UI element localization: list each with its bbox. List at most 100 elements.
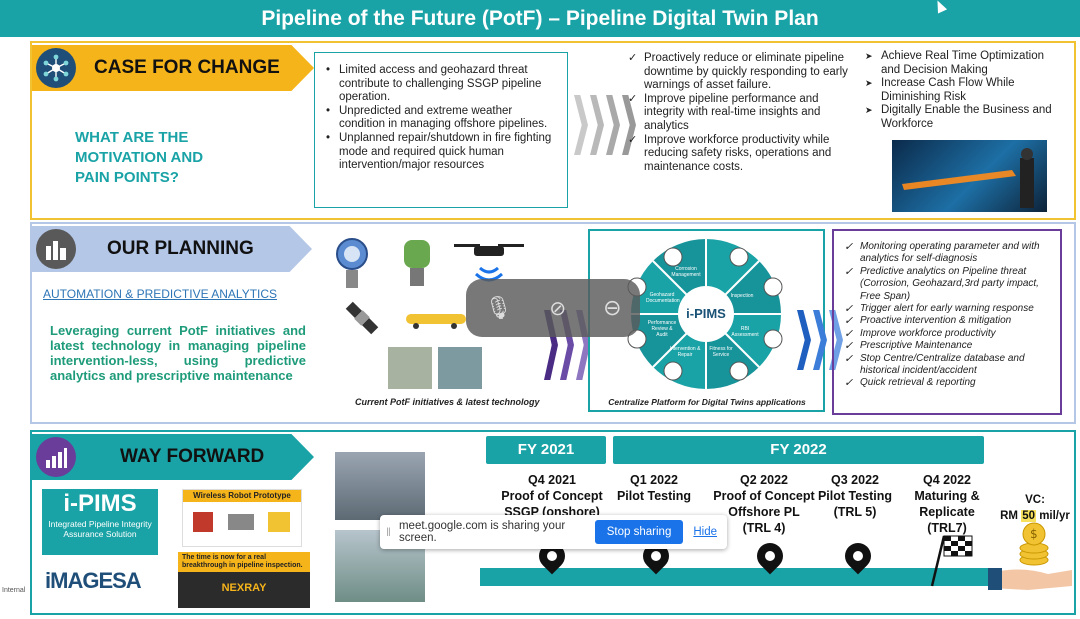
- feature: Trigger alert for early warning response: [844, 303, 1054, 316]
- outcome: Increase Cash Flow While Diminishing Ris…: [865, 77, 1065, 104]
- case-for-change-header: CASE FOR CHANGE: [32, 45, 314, 91]
- ipims-segment-label: RBI Assessment: [731, 326, 759, 338]
- milestone-line: Offshore PL: [728, 505, 800, 519]
- planning-description: Leveraging current PotF initiatives and …: [50, 323, 306, 383]
- motivation-line: PAIN POINTS?: [75, 169, 179, 186]
- breakthrough-text: The time is now for a real breakthrough …: [178, 552, 310, 572]
- pipe-photo: [438, 347, 482, 389]
- milestone-quarter: Q3 2022: [831, 473, 879, 487]
- vc-value: 50: [1021, 510, 1036, 522]
- money-chart-icon: [36, 437, 76, 477]
- feature: Stop Centre/Centralize database and hist…: [844, 353, 1054, 378]
- network-hub-icon: [36, 48, 76, 88]
- imagesa-logo: iMAGESA: [45, 568, 142, 593]
- meeting-controls-overlay[interactable]: 🎙 ⊘ ⊖: [466, 279, 640, 337]
- coins-hand-icon: $: [988, 520, 1074, 596]
- vc-label: VC:: [1025, 494, 1045, 506]
- robot-prototype-card: Wireless Robot Prototype: [182, 489, 302, 547]
- case-for-change-section: [30, 41, 1076, 220]
- drag-handle-icon[interactable]: ‖: [386, 525, 391, 539]
- outcome: Achieve Real Time Optimization and Decis…: [865, 50, 1065, 77]
- vc-prefix: RM: [1000, 510, 1022, 522]
- timeline-bar: [480, 568, 990, 586]
- ipims-segment-label: Fitness for Service: [709, 346, 733, 358]
- ipims-segment-label: Intervention & Repair: [669, 346, 701, 358]
- blue-chevrons: [797, 310, 843, 370]
- milestone-line: (TRL 5): [833, 505, 877, 519]
- feature: Improve workforce productivity: [844, 328, 1054, 341]
- hide-button[interactable]: Hide: [693, 526, 717, 538]
- way-forward-header: WAY FORWARD: [32, 434, 314, 480]
- milestone-line: (TRL7): [927, 521, 967, 535]
- satellite-image: [342, 298, 382, 338]
- fy2022-pill: FY 2022: [613, 436, 984, 464]
- milestone-quarter: Q4 2022: [923, 473, 971, 487]
- feature: Proactive intervention & mitigation: [844, 315, 1054, 328]
- our-planning-section: [30, 222, 1076, 424]
- ipims-logo: i-PIMS Integrated Pipeline Integrity Ass…: [42, 489, 158, 555]
- milestone-line: Replicate: [919, 505, 975, 519]
- milestone-line: Pilot Testing: [817, 489, 893, 503]
- milestone-quarter: Q1 2022: [630, 473, 678, 487]
- flow-chevrons: [574, 95, 636, 155]
- refinery-icon: [36, 229, 76, 269]
- benefits-list: Proactively reduce or eliminate pipeline…: [628, 52, 856, 174]
- milestone-q3-2022: Q3 2022 Pilot Testing (TRL 5): [815, 472, 895, 520]
- tech-caption: Current PotF initiatives & latest techno…: [355, 397, 540, 407]
- motivation-question: WHAT ARE THE MOTIVATION AND PAIN POINTS?: [75, 128, 203, 188]
- benefit: Improve pipeline performance and integri…: [628, 93, 856, 134]
- features-box: Monitoring operating parameter and with …: [832, 229, 1062, 415]
- milestone-quarter: Q2 2022: [740, 473, 788, 487]
- motivation-line: WHAT ARE THE: [75, 129, 189, 146]
- milestone-line: Proof of Concept: [713, 489, 815, 503]
- checkered-flag-icon: [928, 532, 976, 588]
- milestone-line: Pilot Testing: [616, 489, 692, 503]
- ipims-segment-label: Geohazard Documentation: [646, 292, 680, 304]
- vc-amount: RM 50 mil/yr: [995, 508, 1075, 524]
- feature: Prescriptive Maintenance: [844, 340, 1054, 353]
- our-planning-title: OUR PLANNING: [107, 238, 254, 259]
- field-photo: [388, 347, 432, 389]
- footer-label: Internal: [2, 587, 26, 594]
- ipims-center-label: i-PIMS: [686, 306, 726, 321]
- camera-off-icon[interactable]: ⊘: [549, 297, 567, 320]
- milestone-line: Proof of Concept: [501, 489, 603, 503]
- pain-point: Unplanned repair/shutdown in fire fighti…: [323, 132, 561, 173]
- robot-prototype-title: Wireless Robot Prototype: [183, 490, 301, 502]
- fy2021-pill: FY 2021: [486, 436, 606, 464]
- ipims-segment-label: Inspection: [730, 293, 754, 299]
- end-share-icon[interactable]: ⊖: [603, 295, 622, 320]
- pain-point: Limited access and geohazard threat cont…: [323, 64, 561, 105]
- benefit: Proactively reduce or eliminate pipeline…: [628, 52, 856, 93]
- nexray-card: The time is now for a real breakthrough …: [178, 552, 310, 608]
- sensor-device-image: [400, 236, 434, 290]
- outcomes-list: Achieve Real Time Optimization and Decis…: [865, 50, 1065, 132]
- way-forward-title: WAY FORWARD: [120, 446, 265, 467]
- digital-twin-photo: [892, 140, 1047, 212]
- ipims-logo-subtext: Integrated Pipeline Integrity Assurance …: [48, 519, 152, 539]
- our-planning-header: OUR PLANNING: [32, 226, 312, 272]
- svg-text:$: $: [1030, 527, 1038, 541]
- ipims-wheel: [623, 237, 789, 391]
- pain-point: Unpredicted and extreme weather conditio…: [323, 105, 561, 132]
- milestone-q4-2022: Q4 2022 Maturing & Replicate (TRL7): [905, 472, 989, 536]
- mic-off-icon[interactable]: 🎙: [484, 295, 513, 320]
- ipims-segment-label: Corrosion Management: [671, 266, 701, 278]
- outcome: Digitally Enable the Business and Workfo…: [865, 104, 1065, 131]
- stop-sharing-button[interactable]: Stop sharing: [594, 520, 684, 544]
- pressure-transmitter-image: [332, 236, 372, 292]
- feature: Predictive analytics on Pipeline threat …: [844, 266, 1054, 303]
- nexray-logo: NEXRAY: [221, 582, 267, 594]
- milestone-q4-2021: Q4 2021 Proof of Concept SSGP (onshore): [496, 472, 608, 520]
- milestone-line: (TRL 4): [742, 521, 786, 535]
- milestone-q2-2022: Q2 2022 Proof of Concept Offshore PL (TR…: [710, 472, 818, 536]
- vc-suffix: mil/yr: [1036, 510, 1070, 522]
- milestone-quarter: Q4 2021: [528, 473, 576, 487]
- share-status-text: meet.google.com is sharing your screen.: [398, 520, 566, 544]
- milestone-q1-2022: Q1 2022 Pilot Testing: [608, 472, 700, 504]
- automation-subheader[interactable]: AUTOMATION & PREDICTIVE ANALYTICS: [43, 287, 278, 301]
- pain-points-box: Limited access and geohazard threat cont…: [314, 52, 568, 208]
- feature: Monitoring operating parameter and with …: [844, 241, 1054, 266]
- ipims-segment-label: Performance Review & Audit: [647, 320, 677, 338]
- benefit: Improve workforce productivity while red…: [628, 134, 856, 175]
